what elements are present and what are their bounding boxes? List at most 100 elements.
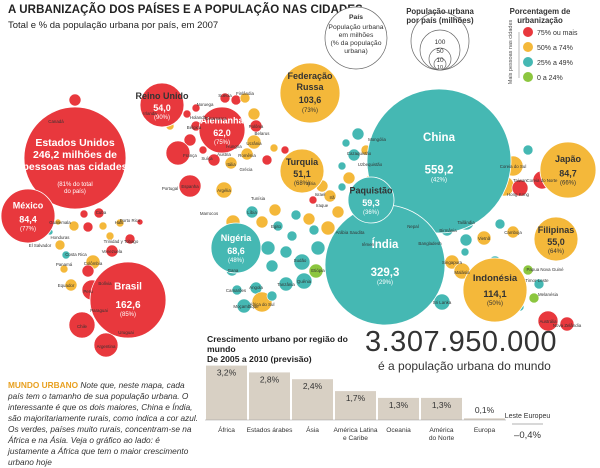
small-country-label: Cuba	[96, 210, 107, 215]
small-country-bubble	[83, 222, 93, 232]
country-pct: (42%)	[431, 178, 447, 184]
bar-category-label: América	[429, 427, 454, 434]
size-legend-line: urbana)	[344, 48, 367, 55]
small-country-label: Peru	[83, 289, 93, 294]
country-value: 51,1	[293, 169, 311, 179]
small-country-bubble	[287, 231, 297, 241]
country-label: Japão	[555, 154, 582, 164]
world-urban-population-number: 3.307.950.000	[365, 326, 557, 359]
small-country-bubble	[231, 95, 241, 105]
small-country-label: Líbia	[247, 210, 257, 215]
small-country-label: Tailândia	[457, 220, 475, 225]
country-label: Nigéria	[221, 233, 253, 243]
small-country-bubble	[82, 265, 94, 277]
small-country-label: Gana	[228, 268, 239, 273]
country-value: 59,3	[362, 198, 380, 208]
country-pct: do país)	[64, 189, 86, 195]
small-country-label: Paraguai	[90, 308, 108, 313]
small-country-label: Nova Zelândia	[553, 323, 582, 328]
small-country-label: Hong Kong	[507, 192, 530, 197]
country-pct: (77%)	[20, 226, 36, 232]
bar-value-label: 0,1%	[475, 405, 495, 415]
color-legend-label: 50% a 74%	[537, 45, 573, 52]
small-country-bubble	[99, 222, 107, 230]
country-value: 114,1	[483, 289, 507, 300]
small-country-label: Porto Rico	[120, 218, 141, 223]
caption-lead: MUNDO URBANO	[8, 380, 78, 390]
country-pct: (66%)	[560, 181, 576, 187]
country-pct: (64%)	[548, 249, 564, 255]
small-country-label: Irã	[329, 195, 335, 200]
country-pct: (36%)	[363, 210, 379, 216]
small-country-label: Tunísia	[251, 196, 266, 201]
color-legend-title: Porcentagem de	[510, 7, 571, 16]
small-country-label: Finlândia	[236, 91, 254, 96]
small-country-label: Camboja	[504, 230, 522, 235]
small-country-label: Bangladesh	[418, 241, 442, 246]
country-label: Federação	[287, 71, 333, 81]
small-country-bubble	[311, 241, 325, 255]
color-legend-side-label: Mais pessoas nas cidades	[508, 20, 514, 85]
country-value: 62,0	[213, 128, 231, 138]
small-country-label: Chile	[77, 324, 88, 329]
small-country-label: Guatemala	[49, 220, 71, 225]
color-legend-swatch	[523, 27, 533, 37]
small-country-bubble	[248, 108, 260, 120]
small-country-label: El Salvador	[29, 243, 52, 248]
small-country-label: Panamá	[56, 262, 73, 267]
small-country-bubble	[280, 246, 292, 258]
color-legend-label: 0 a 24%	[537, 75, 563, 82]
small-country-label: Taiwan	[513, 178, 527, 183]
country-label: Índia	[372, 238, 399, 251]
small-country-label: Honduras	[50, 235, 70, 240]
small-country-bubble	[332, 206, 344, 218]
small-country-label: Síria	[306, 181, 316, 186]
country-label: Indonésia	[473, 273, 518, 284]
small-country-bubble	[321, 221, 335, 235]
small-country-label: Sri Lanka	[433, 300, 452, 305]
small-country-label: Iêmen	[362, 242, 375, 247]
small-country-bubble	[343, 172, 355, 184]
scale-legend-value: 50	[436, 48, 444, 55]
small-country-bubble	[460, 234, 472, 246]
bar-value-label: 1,3%	[432, 400, 452, 410]
small-country-bubble	[269, 204, 281, 216]
small-country-bubble	[291, 210, 301, 220]
small-country-bubble	[338, 183, 346, 191]
small-country-label: Dinamarca	[205, 116, 227, 121]
country-value: 55,0	[547, 237, 565, 247]
small-country-bubble	[338, 162, 346, 170]
small-country-label: Argélia	[217, 188, 231, 193]
country-pct: (29%)	[377, 280, 393, 286]
small-country-label: Tanzânia	[277, 282, 295, 287]
small-country-bubble	[303, 213, 315, 225]
country-pct: (50%)	[487, 301, 503, 307]
small-country-label: Coreia do Sul	[500, 164, 527, 169]
small-country-label: Marrocos	[200, 211, 219, 216]
country-value: 84,4	[19, 214, 37, 224]
small-country-bubble	[270, 144, 278, 152]
bar-category-label: Ásia	[306, 425, 319, 434]
color-legend-swatch	[523, 72, 533, 82]
bar-value-label: –0,4%	[514, 430, 541, 441]
country-label: Russa	[296, 82, 324, 92]
small-country-label: Noruega	[197, 102, 214, 107]
caption-text: MUNDO URBANO Note que, neste mapa, cada …	[8, 380, 201, 468]
small-country-bubble	[309, 225, 319, 235]
small-country-bubble	[352, 128, 364, 140]
country-label: Estados Unidos	[35, 137, 115, 149]
country-value: 559,2	[425, 165, 454, 177]
small-country-label: Uruguai	[118, 330, 133, 335]
country-label: México	[13, 200, 44, 210]
scale-legend-title: População urbana	[406, 7, 474, 16]
small-country-bubble	[281, 146, 289, 154]
small-country-label: Trinidad y Tobago	[104, 239, 139, 244]
bar-chart-title-line2: De 2005 a 2010 (previsão)	[207, 354, 367, 364]
scale-legend-value: 100	[435, 39, 446, 46]
bar-category-label: América Latina	[334, 427, 378, 434]
small-country-bubble	[267, 291, 277, 301]
small-country-label: Egito	[271, 224, 282, 229]
bar-value-label: 1,3%	[389, 400, 409, 410]
small-country-label: Coreia do Norte	[527, 178, 559, 183]
country-pct: (73%)	[302, 108, 318, 114]
